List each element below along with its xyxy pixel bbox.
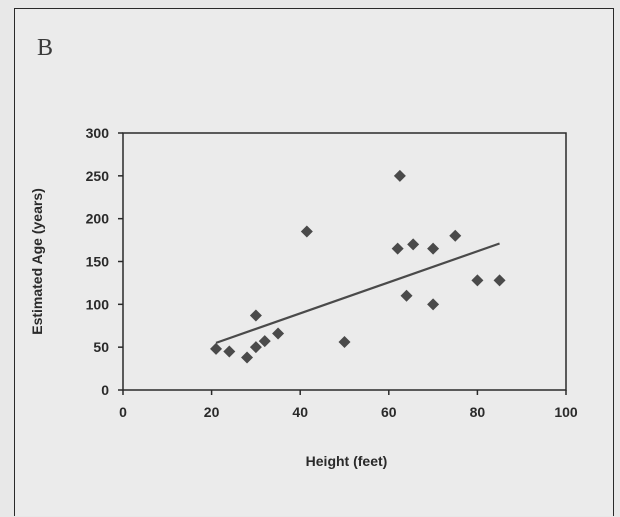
x-tick-label: 0 <box>119 404 127 420</box>
data-point <box>241 351 254 364</box>
data-point <box>400 289 413 302</box>
scatter-chart: 0 50 100 150 200 250 300 0 20 40 60 80 100 Height (fe… <box>29 125 578 469</box>
panel-label: B <box>37 35 54 61</box>
y-tick-label: 50 <box>93 339 109 355</box>
x-tick-label: 100 <box>554 404 578 420</box>
y-tick-label: 200 <box>86 211 110 227</box>
data-point <box>258 335 271 348</box>
x-tick-label: 80 <box>470 404 486 420</box>
data-point <box>407 238 420 251</box>
data-point <box>449 229 462 242</box>
y-tick-label: 100 <box>86 296 110 312</box>
x-tick-label: 60 <box>381 404 397 420</box>
data-point <box>427 242 440 255</box>
data-point <box>249 309 262 322</box>
x-axis-title: Height (feet) <box>306 453 388 469</box>
y-axis-title: Estimated Age (years) <box>29 188 45 335</box>
plot-frame <box>122 132 567 391</box>
data-point <box>391 242 404 255</box>
data-point <box>223 345 236 358</box>
x-tick-label: 20 <box>204 404 220 420</box>
data-point <box>427 298 440 311</box>
data-point <box>300 225 313 238</box>
data-point <box>471 274 484 287</box>
y-tick-label: 150 <box>86 254 110 270</box>
data-point <box>338 336 351 349</box>
x-tick-label: 40 <box>292 404 308 420</box>
data-point <box>493 274 506 287</box>
y-tick-label: 0 <box>101 382 109 398</box>
y-tick-label: 250 <box>86 168 110 184</box>
data-point <box>272 327 285 340</box>
data-point <box>210 342 223 355</box>
chart-figure: B 0 50 100 150 200 250 300 0 20 40 60 80 100 Height (… <box>14 8 614 516</box>
trend-line <box>215 242 500 344</box>
data-point <box>249 341 262 354</box>
y-tick-label: 300 <box>86 125 110 141</box>
data-point <box>393 169 406 182</box>
